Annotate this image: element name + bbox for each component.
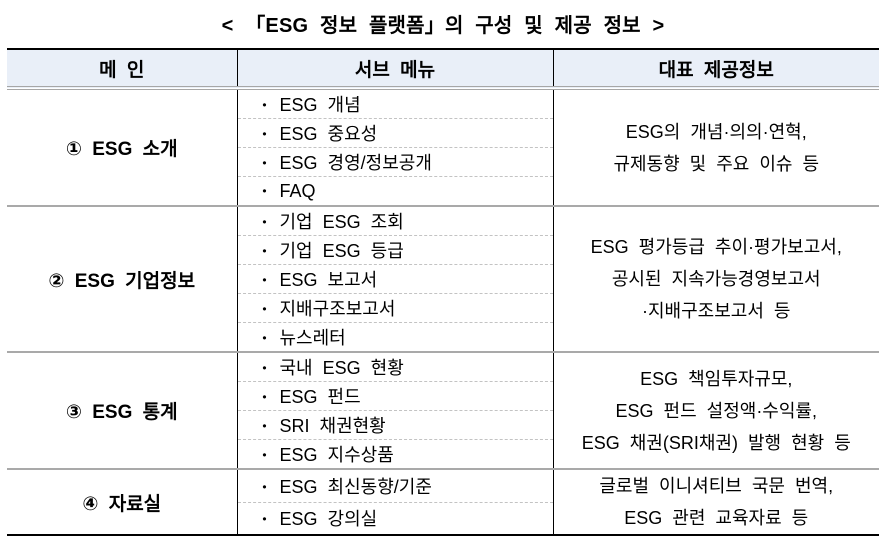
submenu-label: ESG 중요성 [279, 124, 378, 144]
table-row: ② ESG 기업정보 • 기업 ESG 조회 ESG 평가등급 추이·평가보고서,… [7, 205, 879, 352]
table-row: • ESG 펀드 [7, 381, 879, 411]
bullet-icon: • [262, 273, 267, 287]
info-line: ESG 채권(SRI채권) 발행 현황 등 [581, 432, 851, 453]
main-menu-esg-statistics: ③ ESG 통계 [7, 351, 237, 469]
bullet-icon: • [262, 361, 267, 375]
info-line: ESG 관련 교육자료 등 [624, 508, 809, 528]
bullet-icon: • [262, 479, 267, 494]
row-group-esg-statistics: ③ ESG 통계 • 국내 ESG 현황 ESG 책임투자규모, ESG 펀드 설… [7, 351, 879, 469]
submenu-label: ESG 보고서 [279, 270, 378, 290]
info-cell-esg-intro: ESG의 개념·의의·연혁, 규제동향 및 주요 이슈 등 [553, 87, 879, 206]
bullet-icon: • [262, 183, 267, 198]
bullet-icon: • [262, 244, 267, 258]
info-line: ESG의 개념·의의·연혁, [625, 121, 807, 142]
submenu-item: • SRI 채권현황 [236, 410, 554, 440]
submenu-item: • ESG 중요성 [236, 118, 554, 148]
table-row: • 뉴스레터 [7, 322, 879, 352]
table-row: • FAQ [7, 176, 879, 206]
info-line: ESG 펀드 설정액·수익률, [615, 400, 818, 421]
submenu-label: ESG 지수상품 [279, 445, 394, 465]
submenu-label: ESG 개념 [279, 95, 361, 115]
info-line: 글로벌 이니셔티브 국문 번역, [599, 476, 834, 496]
bullet-icon: • [262, 156, 267, 170]
row-group-esg-library: ④ 자료실 • ESG 최신동향/기준 글로벌 이니셔티브 국문 번역, ESG … [7, 468, 879, 535]
submenu-item: • ESG 최신동향/기준 [236, 468, 554, 502]
info-cell-esg-statistics: ESG 책임투자규모, ESG 펀드 설정액·수익률, ESG 채권(SRI채권… [553, 351, 879, 469]
submenu-item: • ESG 개념 [236, 87, 554, 119]
submenu-label: SRI 채권현황 [279, 416, 386, 436]
col-header-submenu: 서브 메뉴 [236, 49, 554, 90]
info-cell-esg-company-info: ESG 평가등급 추이·평가보고서, 공시된 지속가능경영보고서 ·지배구조보고… [553, 205, 879, 352]
bullet-icon: • [262, 331, 267, 345]
submenu-label: 뉴스레터 [279, 328, 346, 348]
table-row: • SRI 채권현황 [7, 410, 879, 440]
info-line: 규제동향 및 주요 이슈 등 [613, 153, 820, 174]
page-title: < 「ESG 정보 플랫폼」의 구성 및 제공 정보 > [221, 15, 665, 37]
info-line: ·지배구조보고서 등 [642, 301, 791, 321]
info-line: ESG 평가등급 추이·평가보고서, [590, 237, 842, 257]
table-row: ④ 자료실 • ESG 최신동향/기준 글로벌 이니셔티브 국문 번역, ESG … [7, 468, 879, 535]
table-row: ① ESG 소개 • ESG 개념 ESG의 개념·의의·연혁, 규제동향 및 주… [7, 87, 879, 206]
table-header: 메 인 서브 메뉴 대표 제공정보 [7, 49, 879, 90]
table-row: • 기업 ESG 등급 [7, 235, 879, 265]
table-row: • ESG 보고서 [7, 264, 879, 294]
submenu-item: • 뉴스레터 [236, 322, 554, 352]
submenu-item: • ESG 지수상품 [236, 439, 554, 469]
submenu-label: ESG 펀드 [279, 387, 361, 407]
table-row: • ESG 중요성 [7, 118, 879, 148]
table-row: • ESG 경영/정보공개 [7, 147, 879, 177]
col-header-main: 메 인 [7, 49, 237, 90]
bullet-icon: • [262, 302, 267, 316]
submenu-label: 지배구조보고서 [279, 299, 396, 319]
submenu-label: 기업 ESG 등급 [279, 241, 404, 261]
bullet-icon: • [262, 390, 267, 404]
submenu-item: • 국내 ESG 현황 [236, 351, 554, 382]
main-menu-esg-company-info: ② ESG 기업정보 [7, 205, 237, 352]
submenu-label: 국내 ESG 현황 [279, 358, 404, 378]
table-row: • ESG 강의실 [7, 501, 879, 535]
submenu-item: • 기업 ESG 등급 [236, 235, 554, 265]
submenu-label: ESG 최신동향/기준 [279, 476, 432, 497]
submenu-item: • 기업 ESG 조회 [236, 205, 554, 236]
submenu-item: • FAQ [236, 176, 554, 206]
bullet-icon: • [262, 127, 267, 141]
info-line: ESG 책임투자규모, [640, 368, 793, 389]
submenu-item: • ESG 경영/정보공개 [236, 147, 554, 177]
row-group-esg-company-info: ② ESG 기업정보 • 기업 ESG 조회 ESG 평가등급 추이·평가보고서,… [7, 205, 879, 352]
bullet-icon: • [262, 512, 267, 527]
main-menu-library: ④ 자료실 [7, 468, 237, 535]
info-cell-library: 글로벌 이니셔티브 국문 번역, ESG 관련 교육자료 등 [553, 468, 879, 535]
bullet-icon: • [262, 448, 267, 462]
submenu-label: ESG 경영/정보공개 [279, 153, 432, 173]
row-group-esg-intro: ① ESG 소개 • ESG 개념 ESG의 개념·의의·연혁, 규제동향 및 주… [7, 87, 879, 206]
table-row: • 지배구조보고서 [7, 293, 879, 323]
info-line: 공시된 지속가능경영보고서 [611, 269, 821, 289]
bullet-icon: • [262, 98, 267, 112]
submenu-label: FAQ [279, 180, 316, 201]
esg-info-table: 메 인 서브 메뉴 대표 제공정보 ① ESG 소개 • ESG 개념 ESG의 … [7, 48, 879, 536]
bullet-icon: • [262, 419, 267, 433]
header-row: 메 인 서브 메뉴 대표 제공정보 [7, 49, 879, 90]
submenu-item: • ESG 펀드 [236, 381, 554, 411]
submenu-item: • ESG 보고서 [236, 264, 554, 294]
bullet-icon: • [262, 215, 267, 229]
submenu-label: ESG 강의실 [279, 509, 378, 530]
table-row: ③ ESG 통계 • 국내 ESG 현황 ESG 책임투자규모, ESG 펀드 설… [7, 351, 879, 469]
main-menu-esg-intro: ① ESG 소개 [7, 87, 237, 206]
col-header-info: 대표 제공정보 [553, 49, 879, 90]
table-row: • ESG 지수상품 [7, 439, 879, 469]
submenu-item: • ESG 강의실 [236, 501, 554, 535]
submenu-item: • 지배구조보고서 [236, 293, 554, 323]
submenu-label: 기업 ESG 조회 [279, 212, 404, 232]
